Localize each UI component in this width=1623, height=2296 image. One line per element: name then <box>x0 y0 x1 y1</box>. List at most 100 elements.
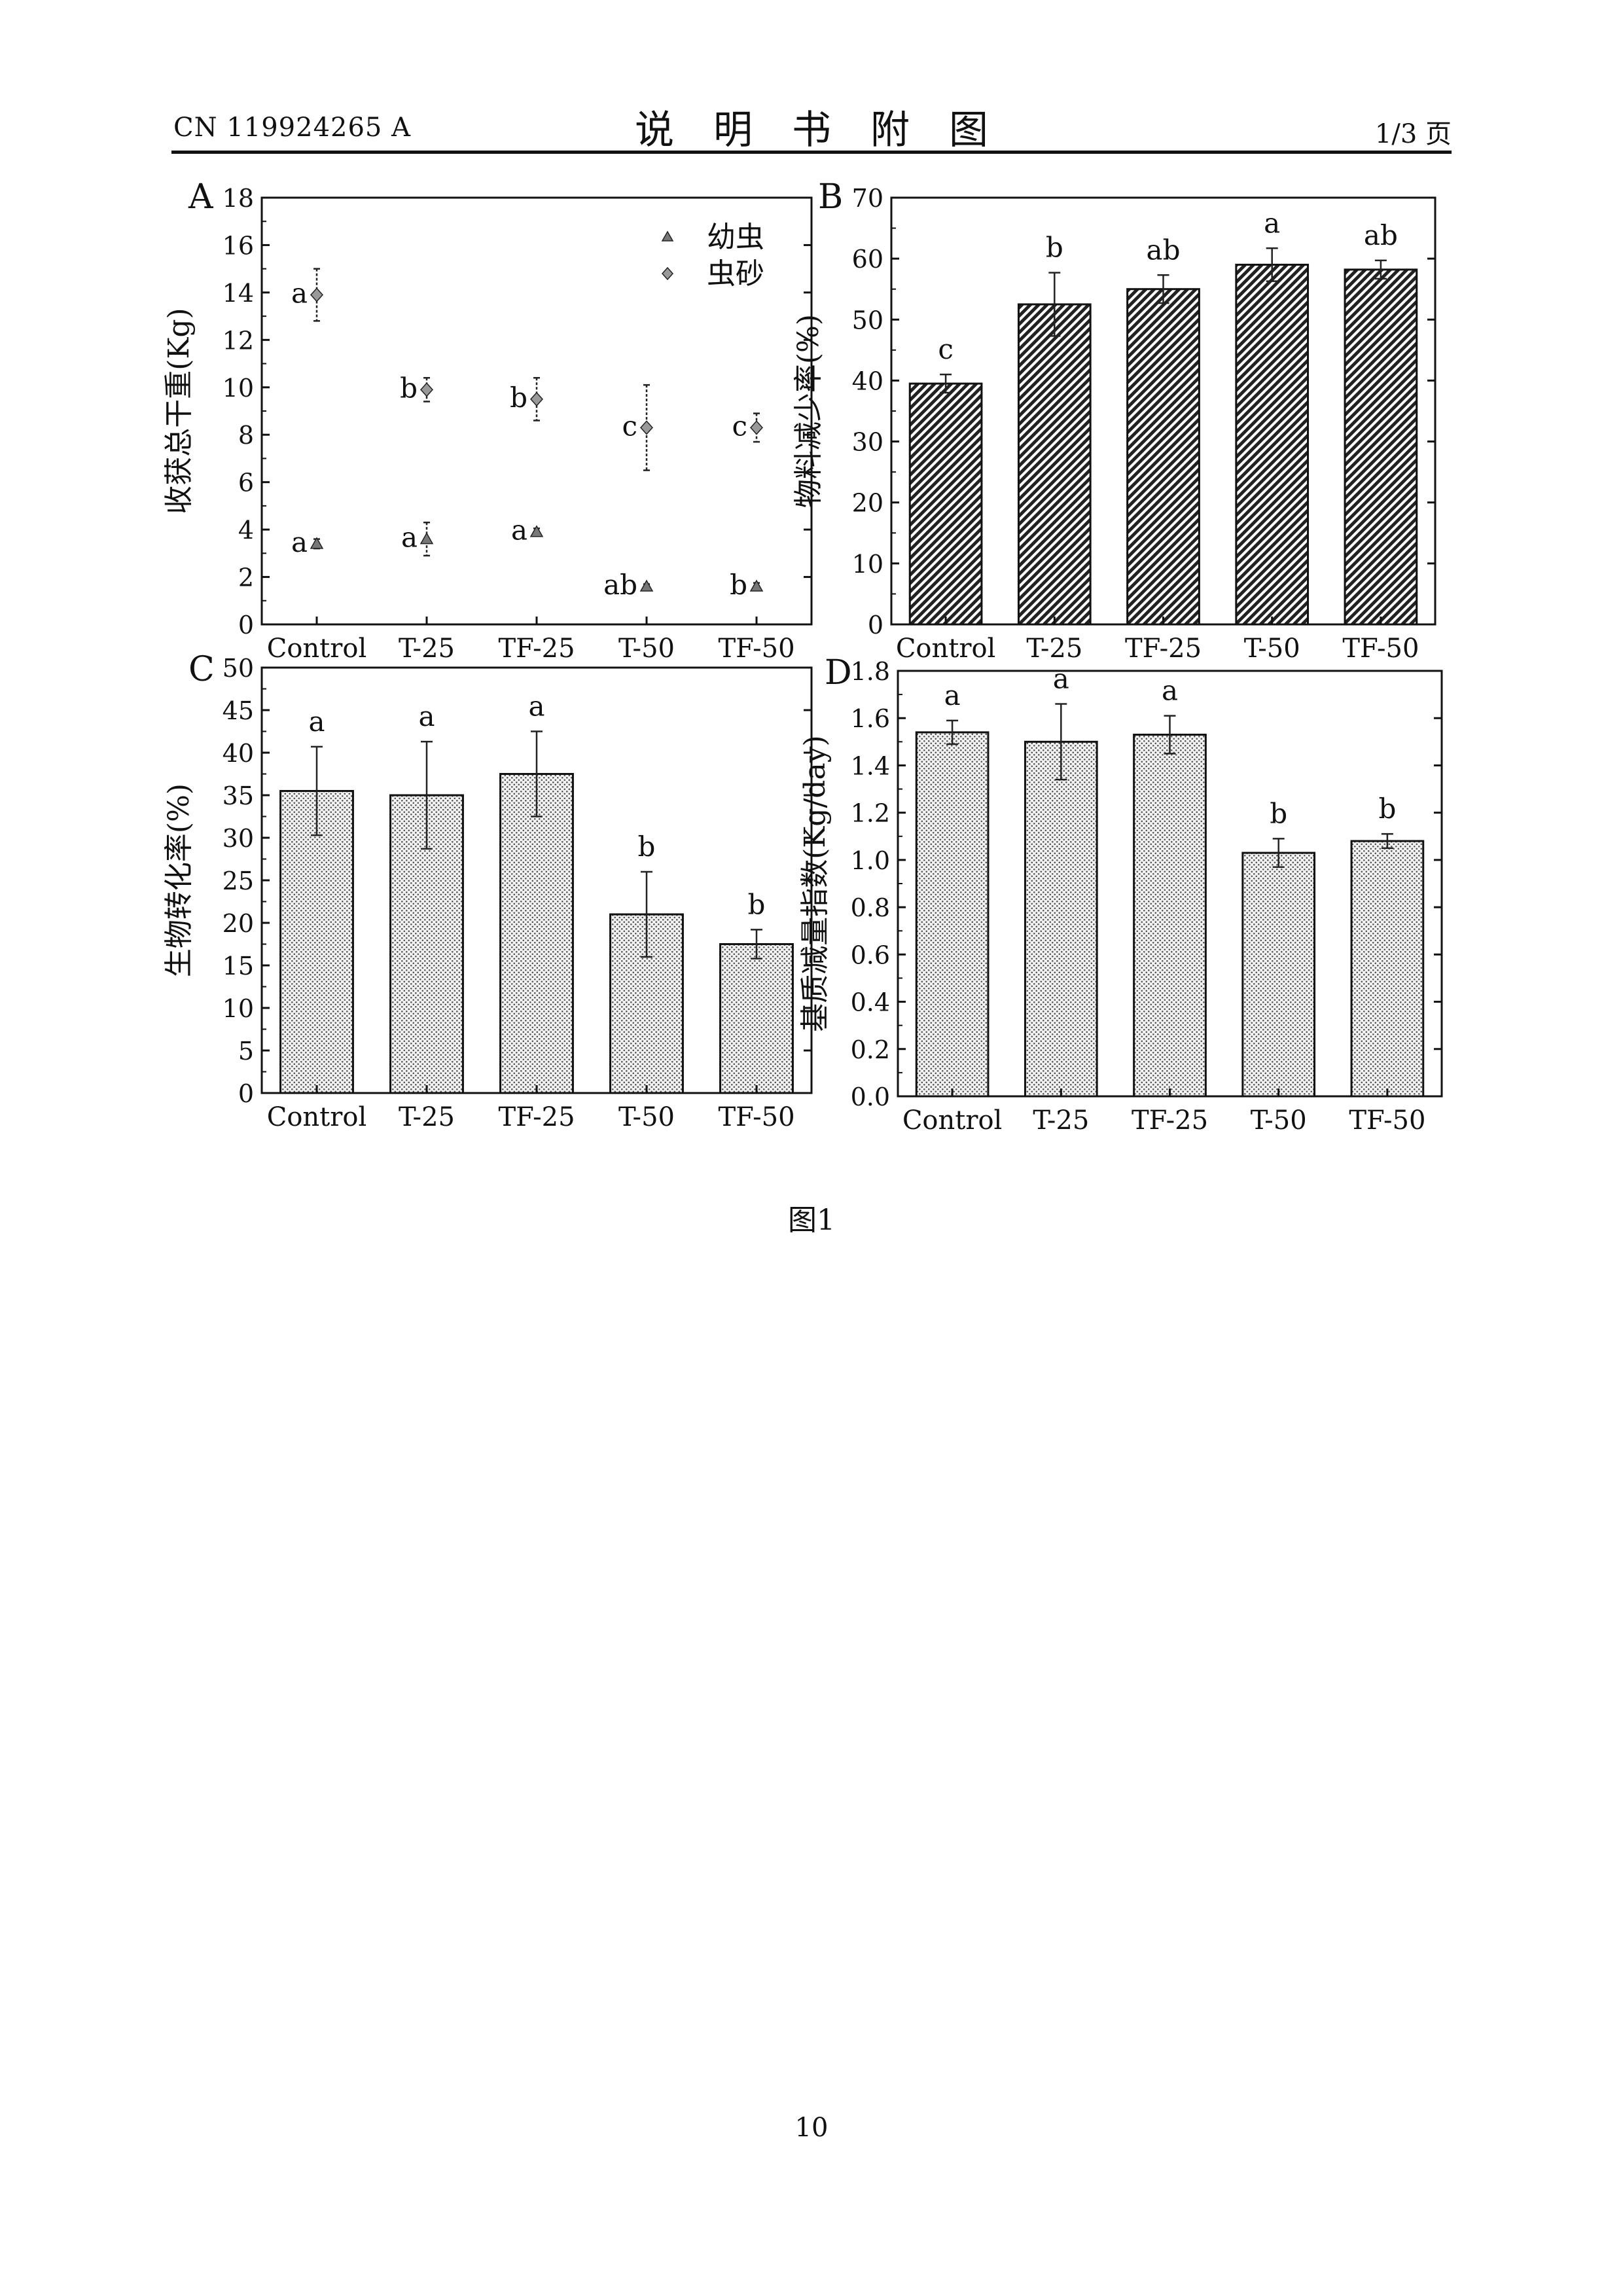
x-tick-label: TF-50 <box>1349 1105 1425 1136</box>
x-tick-label: T-50 <box>618 634 675 664</box>
x-tick-label: T-25 <box>1026 634 1082 664</box>
significance-letter: a <box>1053 663 1069 695</box>
bar-t-25 <box>1018 304 1090 624</box>
significance-letter: a <box>944 679 961 711</box>
significance-letter: a <box>511 514 527 547</box>
x-tick-label: TF-25 <box>1125 634 1202 664</box>
panel-a: A024681012141618ControlT-25TF-25T-50TF-5… <box>162 177 812 664</box>
y-tick-label: 1.0 <box>851 846 890 875</box>
x-tick-label: TF-25 <box>498 1102 575 1132</box>
y-tick-label: 20 <box>223 909 254 938</box>
bar-tf-25 <box>501 774 573 1094</box>
y-tick-label: 1.8 <box>851 657 890 686</box>
x-tick-label: TF-25 <box>1132 1105 1208 1136</box>
y-tick-label: 0 <box>238 1079 254 1108</box>
y-tick-label: 25 <box>223 867 254 895</box>
significance-letter: b <box>1270 797 1287 829</box>
y-axis-title: 收获总干重(Kg) <box>162 308 196 514</box>
significance-letter: c <box>938 333 954 365</box>
page-number: 10 <box>0 2113 1623 2143</box>
point-larva <box>421 533 433 544</box>
y-tick-label: 5 <box>238 1037 254 1066</box>
y-axis-title: 生物转化率(%) <box>162 783 196 977</box>
x-tick-label: T-50 <box>618 1102 675 1132</box>
significance-letter: b <box>400 372 418 404</box>
panel-c: C05101520253035404550ControlT-25TF-25T-5… <box>162 650 812 1132</box>
significance-letter: a <box>291 278 308 310</box>
y-tick-label: 0.8 <box>851 893 890 922</box>
x-tick-label: TF-50 <box>1342 634 1419 664</box>
bar-tf-50 <box>721 944 793 1094</box>
significance-letter: b <box>1046 232 1063 264</box>
bar-control <box>281 791 353 1094</box>
y-tick-label: 10 <box>852 550 883 579</box>
x-tick-label: T-50 <box>1251 1105 1307 1136</box>
panel-label: D <box>825 653 852 692</box>
bar-control <box>916 732 988 1096</box>
x-tick-label: TF-50 <box>718 634 794 664</box>
y-tick-label: 1.2 <box>851 799 890 828</box>
significance-letter: ab <box>1147 234 1181 266</box>
point-frass <box>421 383 433 396</box>
point-frass <box>751 421 762 434</box>
y-tick-label: 4 <box>238 516 254 545</box>
y-tick-label: 2 <box>238 564 254 592</box>
bar-t-50 <box>1236 264 1308 624</box>
point-larva <box>311 538 323 548</box>
y-axis-title: 基质减量指数(Kg/day) <box>798 735 832 1031</box>
legend-label: 虫砂 <box>707 257 764 291</box>
y-tick-label: 18 <box>223 184 254 213</box>
significance-letter: b <box>1378 793 1396 825</box>
y-tick-label: 40 <box>223 739 254 768</box>
y-tick-label: 14 <box>223 279 254 308</box>
significance-letter: a <box>291 526 308 558</box>
point-frass <box>641 421 652 434</box>
x-tick-label: T-25 <box>1033 1105 1089 1136</box>
x-tick-label: Control <box>267 1102 367 1132</box>
significance-letter: b <box>730 569 747 601</box>
legend-marker-larva <box>662 232 673 241</box>
significance-letter: ab <box>1364 219 1398 251</box>
significance-letter: a <box>418 700 435 732</box>
point-larva <box>531 526 543 537</box>
y-tick-label: 70 <box>852 184 883 213</box>
legend-marker-frass <box>662 268 673 279</box>
y-tick-label: 15 <box>223 952 254 980</box>
y-tick-label: 50 <box>223 654 254 683</box>
y-tick-label: 0 <box>238 611 254 639</box>
legend-label: 幼虫 <box>707 221 764 254</box>
x-tick-label: T-25 <box>399 1102 455 1132</box>
significance-letter: a <box>1264 207 1280 239</box>
y-tick-label: 8 <box>238 421 254 450</box>
y-tick-label: 35 <box>223 781 254 810</box>
significance-letter: a <box>528 691 544 723</box>
y-tick-label: 0.6 <box>851 941 890 969</box>
y-tick-label: 0.0 <box>851 1083 890 1111</box>
bar-tf-25 <box>1128 289 1200 624</box>
y-tick-label: 1.6 <box>851 704 890 733</box>
x-tick-label: TF-50 <box>718 1102 794 1132</box>
y-tick-label: 16 <box>223 231 254 260</box>
bar-t-50 <box>1243 853 1315 1096</box>
significance-letter: b <box>638 831 656 863</box>
y-tick-label: 10 <box>223 994 254 1023</box>
x-tick-label: Control <box>896 634 996 664</box>
bar-control <box>910 384 982 624</box>
bar-tf-25 <box>1134 735 1206 1097</box>
panel-b: B010203040506070ControlT-25TF-25T-50TF-5… <box>792 177 1435 664</box>
figure-1: A024681012141618ControlT-25TF-25T-50TF-5… <box>0 0 1623 1178</box>
significance-letter: a <box>308 706 325 738</box>
y-tick-label: 1.4 <box>851 751 890 780</box>
panel-label: A <box>188 177 214 217</box>
point-frass <box>311 289 323 302</box>
significance-letter: b <box>748 888 766 920</box>
x-tick-label: T-50 <box>1244 634 1300 664</box>
bar-tf-50 <box>1351 841 1423 1096</box>
y-tick-label: 20 <box>852 489 883 518</box>
y-tick-label: 40 <box>852 367 883 395</box>
y-tick-label: 10 <box>223 374 254 403</box>
point-larva <box>641 581 652 591</box>
significance-letter: b <box>510 382 527 414</box>
significance-letter: c <box>732 410 747 442</box>
significance-letter: a <box>401 522 418 554</box>
